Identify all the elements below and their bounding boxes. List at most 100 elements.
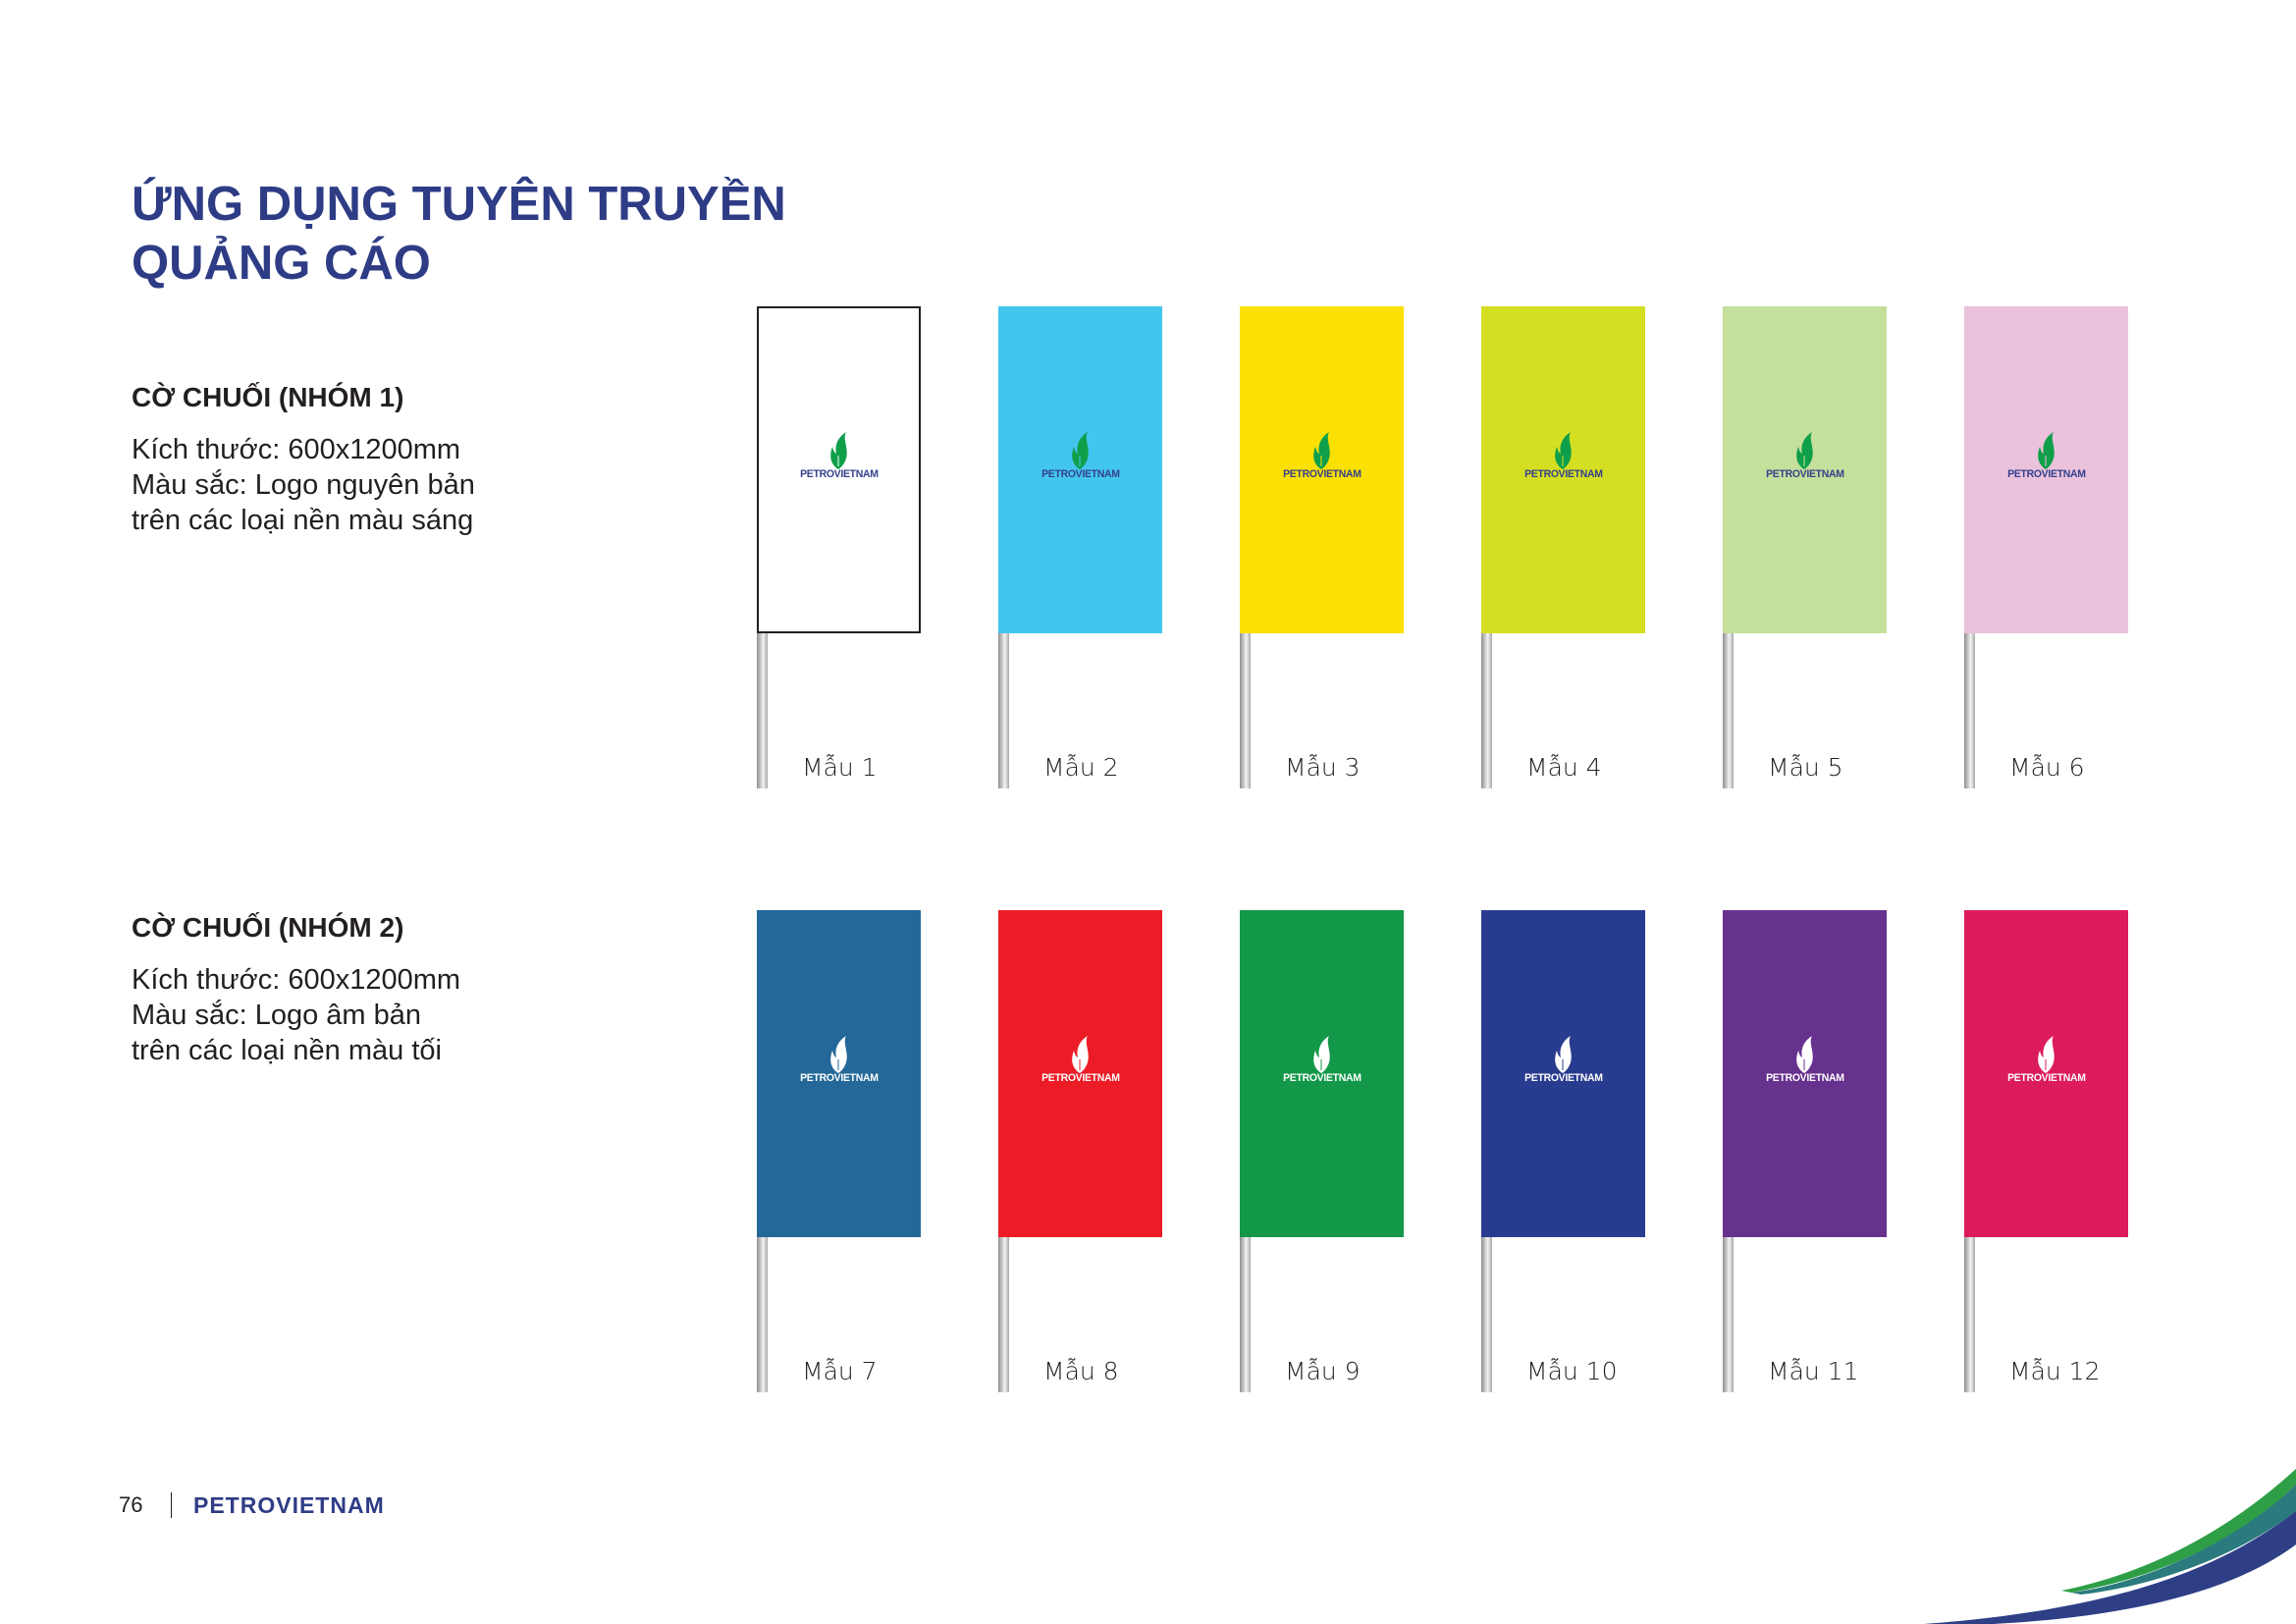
page-title-line-1: ỨNG DỤNG TUYÊN TRUYỀN [132,178,786,231]
flag-body: PETROVIETNAM [1964,306,2128,633]
group-color-line-2: trên các loại nền màu tối [132,1035,442,1066]
flag-pole [998,633,1009,788]
logo-wordmark: PETROVIETNAM [799,467,879,480]
logo-wordmark: PETROVIETNAM [1282,1071,1362,1084]
flame-icon [1555,431,1573,469]
flame-icon [1072,1035,1090,1073]
flag-item: PETROVIETNAM Mẫu 6 [1964,306,2131,788]
logo-wordmark: PETROVIETNAM [1523,1071,1603,1084]
flag-item: PETROVIETNAM Mẫu 11 [1723,910,1890,1392]
flame-icon [1313,1035,1331,1073]
petrovietnam-logo: PETROVIETNAM [2005,1035,2088,1084]
group-color-line-1: Màu sắc: Logo âm bản [132,1000,422,1031]
flame-icon [1555,1035,1573,1073]
flag-pole [1723,1237,1734,1392]
flag-label: Mẫu 7 [802,1357,878,1385]
flag-label: Mẫu 9 [1285,1357,1361,1385]
page-title-line-2: QUẢNG CÁO [132,237,431,290]
group-color-line-1: Màu sắc: Logo nguyên bản [132,469,475,501]
flag-body: PETROVIETNAM [757,910,921,1237]
petrovietnam-logo: PETROVIETNAM [1522,1035,1605,1084]
group-1-description: CỜ CHUỐI (NHÓM 1) Kích thước: 600x1200mm… [132,381,681,538]
page-number: 76 [119,1492,143,1517]
flag-body: PETROVIETNAM [998,910,1162,1237]
flag-label: Mẫu 5 [1768,753,1843,782]
swoosh-blue-band [1924,1511,2296,1624]
petrovietnam-logo: PETROVIETNAM [1522,431,1605,480]
flag-body: PETROVIETNAM [1723,306,1887,633]
logo-wordmark: PETROVIETNAM [2006,1071,2086,1084]
flag-body: PETROVIETNAM [1481,306,1645,633]
flag-label: Mẫu 6 [2009,753,2085,782]
flag-label: Mẫu 4 [1526,753,1602,782]
petrovietnam-logo: PETROVIETNAM [2005,431,2088,480]
flag-label: Mẫu 12 [2009,1357,2101,1385]
logo-wordmark: PETROVIETNAM [1041,467,1120,480]
flag-pole [1240,1237,1251,1392]
logo-wordmark: PETROVIETNAM [2006,467,2086,480]
flame-icon [2038,1035,2056,1073]
flame-icon [830,431,848,469]
group-size: Kích thước: 600x1200mm [132,964,461,996]
petrovietnam-logo: PETROVIETNAM [1040,431,1122,480]
logo-wordmark: PETROVIETNAM [1523,467,1603,480]
flag-item: PETROVIETNAM Mẫu 5 [1723,306,1890,788]
flag-pole [1481,633,1492,788]
flag-item: PETROVIETNAM Mẫu 2 [998,306,1165,788]
flag-pole [1964,1237,1975,1392]
flame-icon [1796,1035,1814,1073]
group-size: Kích thước: 600x1200mm [132,434,461,465]
page-title: ỨNG DỤNG TUYÊN TRUYỀN QUẢNG CÁO [132,175,819,293]
flag-body: PETROVIETNAM [1481,910,1645,1237]
petrovietnam-logo: PETROVIETNAM [1764,1035,1846,1084]
flag-pole [757,1237,768,1392]
flag-pole [998,1237,1009,1392]
flag-item: PETROVIETNAM Mẫu 12 [1964,910,2131,1392]
flame-icon [1796,431,1814,469]
petrovietnam-logo: PETROVIETNAM [798,1035,881,1084]
flag-body: PETROVIETNAM [1240,306,1404,633]
swoosh-teal-band [2071,1485,2296,1595]
logo-wordmark: PETROVIETNAM [1282,467,1362,480]
logo-wordmark: PETROVIETNAM [1765,1071,1844,1084]
petrovietnam-logo: PETROVIETNAM [1281,1035,1363,1084]
group-heading: CỜ CHUỐI (NHÓM 1) [132,382,404,412]
flame-icon [1072,431,1090,469]
flag-label: Mẫu 8 [1043,1357,1119,1385]
group-heading: CỜ CHUỐI (NHÓM 2) [132,912,404,943]
footer-brand: PETROVIETNAM [193,1492,385,1518]
logo-wordmark: PETROVIETNAM [1041,1071,1120,1084]
logo-wordmark: PETROVIETNAM [1765,467,1844,480]
flag-label: Mẫu 2 [1043,753,1119,782]
flag-body: PETROVIETNAM [1240,910,1404,1237]
flag-label: Mẫu 3 [1285,753,1361,782]
flag-label: Mẫu 11 [1768,1357,1859,1385]
logo-wordmark: PETROVIETNAM [799,1071,879,1084]
flag-body: PETROVIETNAM [1964,910,2128,1237]
group-2-description: CỜ CHUỐI (NHÓM 2) Kích thước: 600x1200mm… [132,911,681,1068]
flame-icon [830,1035,848,1073]
petrovietnam-logo: PETROVIETNAM [1040,1035,1122,1084]
flag-item: PETROVIETNAM Mẫu 10 [1481,910,1648,1392]
flag-label: Mẫu 1 [802,753,878,782]
petrovietnam-logo: PETROVIETNAM [798,431,881,480]
flag-pole [1723,633,1734,788]
flame-icon [1313,431,1331,469]
flag-item: PETROVIETNAM Mẫu 8 [998,910,1165,1392]
flag-pole [1964,633,1975,788]
flag-label: Mẫu 10 [1526,1357,1618,1385]
flag-body: PETROVIETNAM [998,306,1162,633]
flag-item: PETROVIETNAM Mẫu 9 [1240,910,1407,1392]
decorative-swoosh [1924,1469,2296,1624]
flag-item: PETROVIETNAM Mẫu 7 [757,910,924,1392]
flag-pole [757,633,768,788]
flame-icon [2038,431,2056,469]
flag-body: PETROVIETNAM [757,306,921,633]
flag-item: PETROVIETNAM Mẫu 1 [757,306,924,788]
flag-item: PETROVIETNAM Mẫu 4 [1481,306,1648,788]
flag-body: PETROVIETNAM [1723,910,1887,1237]
flag-pole [1481,1237,1492,1392]
petrovietnam-logo: PETROVIETNAM [1281,431,1363,480]
petrovietnam-logo: PETROVIETNAM [1764,431,1846,480]
footer-divider [171,1492,172,1518]
